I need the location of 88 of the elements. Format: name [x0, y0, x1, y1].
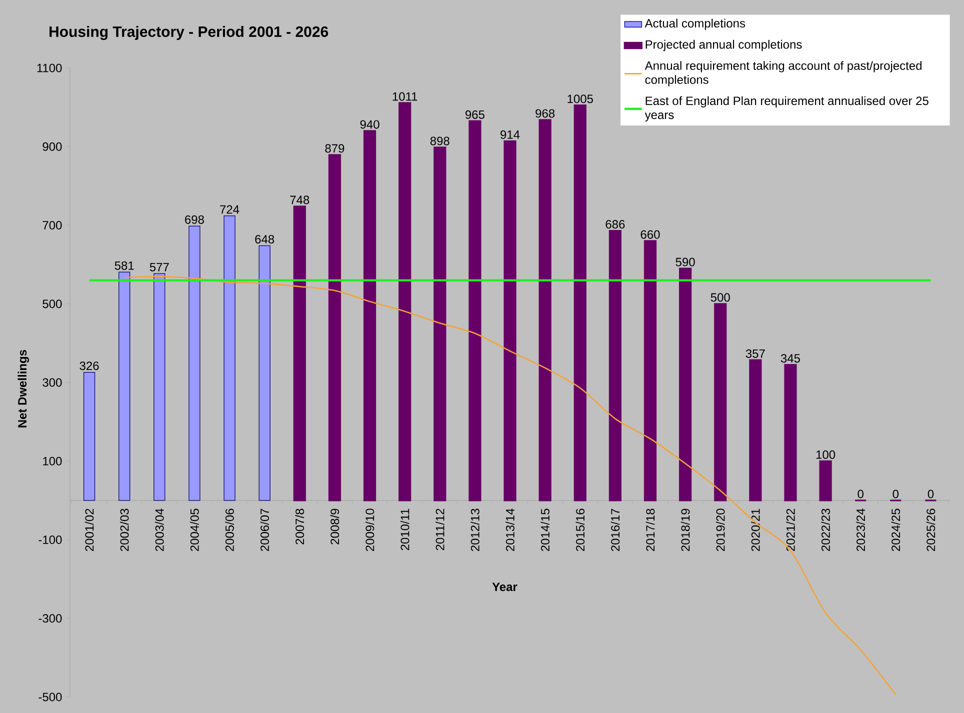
x-axis-title: Year	[492, 582, 518, 592]
bar	[154, 273, 166, 501]
data-label: 1011	[392, 92, 418, 101]
y-tick-label: -300	[38, 614, 62, 623]
bar	[434, 146, 446, 502]
bar	[118, 272, 130, 501]
data-label: 1005	[568, 94, 593, 104]
bar	[398, 102, 412, 502]
data-label: 345	[780, 354, 800, 363]
x-tick-label: 2007/8	[295, 508, 304, 544]
data-label: 648	[255, 235, 274, 244]
data-label: 500	[710, 293, 730, 302]
data-label: 940	[360, 120, 380, 129]
bar	[504, 140, 516, 502]
bar	[188, 226, 200, 501]
bar	[468, 120, 482, 502]
x-tick-label: 2014/15	[540, 508, 550, 552]
x-tick-label: 2024/25	[891, 508, 900, 552]
data-label: 660	[640, 230, 660, 239]
x-tick-label: 2020/21	[751, 508, 760, 552]
bar	[363, 130, 376, 502]
x-tick-label: 2019/20	[716, 508, 725, 552]
bar	[574, 104, 586, 502]
x-tick-label: 2004/05	[190, 508, 199, 552]
data-label: 698	[185, 215, 204, 224]
bar	[784, 364, 797, 502]
y-tick-label: 1100	[37, 64, 62, 72]
bar	[538, 119, 552, 502]
x-tick-label: 2011/12	[435, 508, 444, 550]
chart-title: Housing Trajectory - Period 2001 - 2026	[50, 26, 328, 40]
data-label: 0	[892, 490, 899, 498]
x-tick-label: 2006/07	[260, 508, 269, 552]
data-label: 100	[816, 450, 836, 459]
y-tick-label: 500	[42, 300, 62, 308]
data-label: 965	[466, 110, 484, 119]
bar	[328, 154, 342, 502]
y-tick-label: -100	[38, 536, 62, 544]
x-tick-label: 2005/06	[225, 508, 234, 552]
bar	[293, 206, 306, 502]
x-tick-label: 2013/14	[506, 508, 514, 552]
y-tick-label: 900	[42, 142, 62, 151]
x-tick-label: 2025/26	[926, 508, 936, 552]
data-label: 357	[746, 349, 765, 358]
data-label: 724	[220, 205, 240, 214]
data-label: 0	[858, 490, 864, 498]
data-label: 968	[536, 109, 555, 118]
y-tick-label: 700	[42, 221, 62, 230]
x-tick-label: 2001/02	[84, 508, 94, 552]
bar	[83, 372, 96, 501]
data-label: 898	[430, 136, 450, 146]
bar	[714, 303, 727, 502]
data-label: 879	[325, 144, 344, 153]
bar	[749, 359, 762, 502]
x-tick-label: 2010/11	[400, 508, 410, 550]
x-tick-label: 2016/17	[610, 508, 620, 552]
x-tick-label: 2008/9	[330, 508, 340, 544]
x-tick-label: 2018/19	[680, 508, 690, 552]
data-label: 581	[114, 261, 134, 270]
x-tick-label: 2023/24	[856, 508, 866, 552]
data-label: 577	[150, 263, 169, 272]
bar	[608, 230, 622, 502]
bar	[258, 245, 270, 501]
bar	[819, 460, 832, 502]
data-label: 590	[676, 258, 695, 266]
x-tick-label: 2022/23	[821, 508, 830, 552]
legend-label: Projected annual completions	[646, 40, 802, 52]
legend-label: Annual requirement taking account of past/projected completions	[644, 61, 922, 86]
bar	[644, 240, 657, 502]
x-tick-label: 2021/22	[786, 508, 795, 552]
x-tick-label: 2012/13	[470, 508, 480, 552]
y-tick-label: 100	[43, 456, 62, 466]
x-tick-label: 2003/04	[155, 508, 164, 552]
data-label: 326	[80, 362, 99, 370]
legend-label: Actual completions	[644, 18, 746, 30]
legend-label: East of England Plan requirement annualised over 25 years	[644, 96, 928, 122]
data-label: 686	[606, 220, 625, 229]
bar	[224, 216, 236, 501]
bar	[679, 268, 692, 502]
y-tick-label: 300	[42, 378, 62, 387]
y-tick-label: -500	[38, 692, 62, 702]
data-label: 0	[928, 490, 934, 498]
x-tick-label: 2017/18	[646, 508, 655, 552]
x-tick-label: 2015/16	[576, 508, 585, 552]
x-tick-label: 2009/10	[365, 508, 374, 552]
data-label: 914	[500, 130, 520, 139]
y-axis-title: Net Dwellings	[18, 350, 29, 428]
data-label: 748	[290, 196, 310, 204]
x-tick-label: 2002/03	[120, 508, 129, 552]
